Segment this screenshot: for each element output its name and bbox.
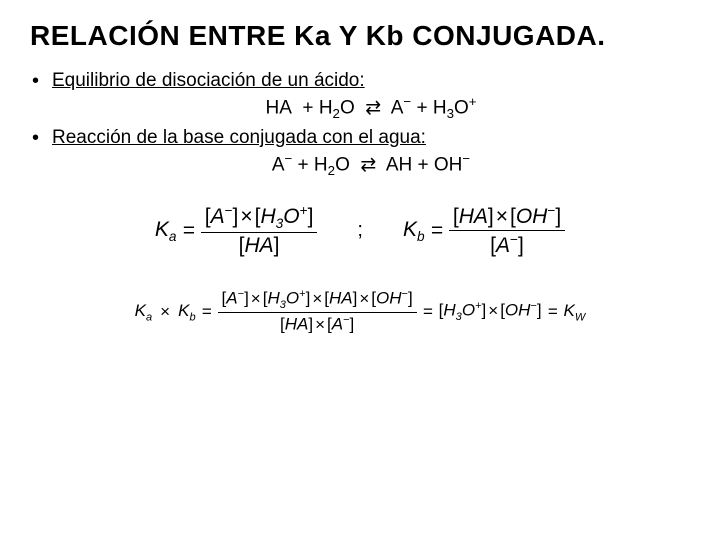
bullet-list: Equilibrio de disociación de un ácido: H… xyxy=(30,70,690,178)
equation-1: HA + H2O ⇄ A− + H3O+ xyxy=(52,94,690,121)
page-title: RELACIÓN ENTRE Ka Y Kb CONJUGADA. xyxy=(30,20,690,52)
bullet-item-2: Reacción de la base conjugada con el agu… xyxy=(30,127,690,178)
kb-formula: Kb = [HA]×[OH−] [A−] xyxy=(403,202,565,259)
bullet-text-2: Reacción de la base conjugada con el agu… xyxy=(52,127,426,148)
semicolon: ; xyxy=(357,219,363,242)
formula-row: Ka = [A−]×[H3O+] [HA] ; Kb = [HA]×[OH−] … xyxy=(30,202,690,259)
ka-formula: Ka = [A−]×[H3O+] [HA] xyxy=(155,202,318,259)
equation-2: A− + H2O ⇄ AH + OH− xyxy=(52,151,690,178)
product-formula: Ka × Kb = [A−]×[H3O+]×[HA]×[OH−] [HA]×[A… xyxy=(30,287,690,336)
bullet-text-1: Equilibrio de disociación de un ácido: xyxy=(52,70,365,91)
bullet-item-1: Equilibrio de disociación de un ácido: H… xyxy=(30,70,690,121)
